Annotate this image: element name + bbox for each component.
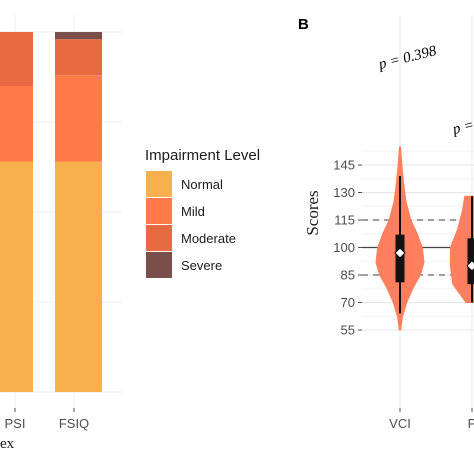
bar-fsiq-normal [55,161,102,392]
panel-a: PSI FSIQ ex [0,15,122,452]
legend-title: Impairment Level [145,147,260,164]
panel-a-x-axis-title: ex [0,436,15,452]
legend-label-severe: Severe [181,258,222,273]
p-value-annotation-vci: p = 0.398 [376,43,438,73]
panel-b-ytick-label: 55 [341,323,355,338]
panel-b-ytick-label: 100 [333,240,355,255]
panel-b-ytick-label: 145 [333,158,355,173]
panel-b-y-axis-title: Scores [303,190,322,235]
mean-marker-p [466,260,474,272]
panel-b-xtick-label: VCI [389,416,411,431]
panel-b-ytick-label: 115 [334,213,355,228]
panel-b-ytick-label: 130 [333,185,355,200]
legend: Impairment Level Normal Mild Moderate Sever… [145,147,260,278]
bar-psi-moderate [0,32,33,86]
bar-psi-mild [0,86,33,162]
legend-swatch-normal [146,171,172,197]
panel-b-xtick-label: P [468,416,474,431]
p-value-annotation-second: p = [450,117,474,138]
legend-items: Normal Mild Moderate Severe [146,171,236,278]
bar-fsiq-severe [55,32,102,40]
panel-a-xtick-label: PSI [5,416,26,431]
panel-b-ytick-label: 70 [341,295,355,310]
panel-b-violins [375,146,474,331]
legend-label-mild: Mild [181,204,205,219]
bar-fsiq-moderate [55,39,102,76]
legend-swatch-severe [146,252,172,278]
panel-b: B 55 70 85 100 115 130 145 VCI P Scores p = 0.3… [298,15,474,431]
panel-a-x-ticks: PSI FSIQ [5,408,89,431]
legend-label-normal: Normal [181,177,223,192]
bar-psi-normal [0,161,33,392]
panel-b-y-ticks: 55 70 85 100 115 130 145 [333,158,362,338]
iqr-box-p [467,238,474,285]
panel-a-xtick-label: FSIQ [59,416,89,431]
panel-b-gridlines [362,15,474,408]
panel-b-x-ticks: VCI P [389,408,474,431]
panel-b-label: B [298,16,309,33]
legend-swatch-moderate [146,225,172,251]
panel-b-ytick-label: 85 [341,268,355,283]
bar-fsiq-mild [55,75,102,162]
mean-marker-vci [394,247,406,259]
legend-label-moderate: Moderate [181,231,236,246]
legend-swatch-mild [146,198,172,224]
panel-a-bars [0,32,102,392]
